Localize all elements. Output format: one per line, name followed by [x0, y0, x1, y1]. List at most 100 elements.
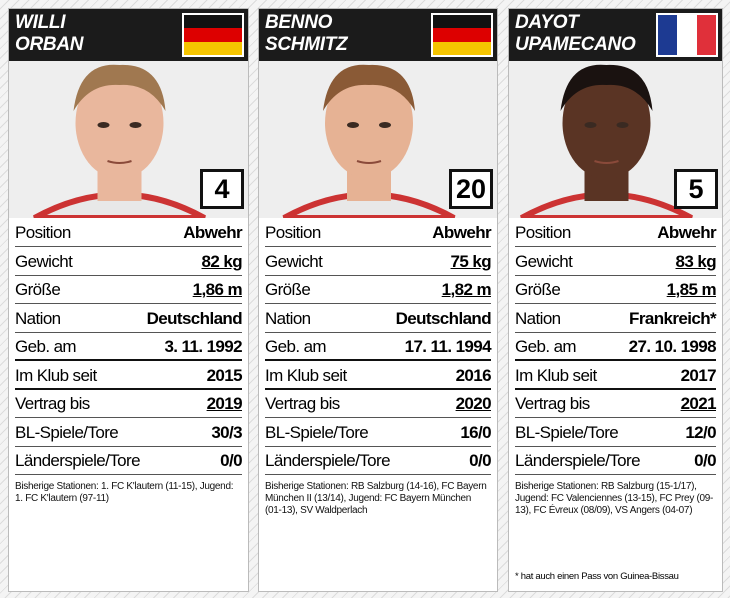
stat-row: Länderspiele/Tore 0/0	[515, 447, 717, 475]
name-line: SCHMITZ	[265, 34, 348, 55]
player-name: BENNO SCHMITZ	[265, 12, 348, 56]
stat-label: BL-Spiele/Tore	[265, 422, 369, 442]
stat-row: BL-Spiele/Tore 12/0	[515, 419, 717, 447]
stat-row: Nation Frankreich*	[515, 305, 717, 333]
flag	[182, 13, 244, 57]
stat-label: Position	[265, 223, 321, 242]
stat-row: Geb. am 17. 11. 1994	[265, 333, 492, 361]
career-stations: Bisherige Stationen: RB Salzburg (14-16)…	[265, 481, 487, 516]
stat-label: Nation	[15, 308, 61, 328]
stat-label: Gewicht	[515, 251, 573, 271]
stat-value: 30/3	[211, 422, 242, 442]
stat-row: Größe 1,85 m	[515, 276, 717, 304]
stat-value: 3. 11. 1992	[164, 337, 242, 356]
stat-label: Größe	[265, 280, 311, 299]
face	[75, 67, 164, 179]
stat-label: Geb. am	[515, 337, 577, 356]
mouth	[356, 160, 382, 164]
stat-row: Länderspiele/Tore 0/0	[15, 447, 243, 475]
stat-label: Nation	[265, 308, 311, 328]
flag-stripe	[184, 28, 242, 42]
stat-value: Abwehr	[183, 223, 242, 242]
career-stations: Bisherige Stationen: 1. FC K'lautern (11…	[15, 481, 234, 504]
name-line: BENNO	[265, 12, 333, 33]
flag	[656, 13, 718, 57]
stat-row: Im Klub seit 2015	[15, 362, 243, 390]
flag-stripe	[658, 15, 716, 55]
stat-value: 27. 10. 1998	[628, 337, 717, 356]
stat-value: Frankreich*	[629, 308, 717, 328]
photo-art	[520, 64, 693, 218]
stat-value: 16/0	[460, 422, 491, 442]
stat-value: Deutschland	[146, 308, 243, 328]
stat-value: Deutschland	[395, 308, 492, 328]
stat-row: Gewicht 83 kg	[515, 248, 717, 276]
stat-label: Vertrag bis	[15, 394, 90, 413]
stat-label: Im Klub seit	[265, 365, 347, 385]
stat-row: Geb. am 27. 10. 1998	[515, 333, 717, 361]
stat-row: Im Klub seit 2017	[515, 362, 717, 390]
stat-label: Position	[515, 223, 571, 242]
flag-stripe	[658, 15, 678, 55]
flag-stripe	[677, 15, 697, 55]
stat-row: BL-Spiele/Tore 16/0	[265, 419, 492, 447]
stat-value: 1,82 m	[441, 280, 492, 299]
stat-row: Größe 1,82 m	[265, 276, 492, 304]
eye	[379, 122, 391, 128]
jersey-number: 20	[449, 169, 493, 209]
stat-label: Gewicht	[265, 251, 323, 271]
stat-row: Gewicht 82 kg	[15, 248, 243, 276]
card-header: DAYOT UPAMECANO	[509, 9, 722, 61]
stat-label: Position	[15, 223, 71, 242]
name-line: DAYOT	[515, 12, 579, 33]
stat-value: 75 kg	[450, 251, 492, 271]
flag-stripe	[433, 15, 491, 29]
stat-value: 1,86 m	[192, 280, 243, 299]
stat-row: Im Klub seit 2016	[265, 362, 492, 390]
stat-row: Größe 1,86 m	[15, 276, 243, 304]
stat-row: Position Abwehr	[265, 219, 492, 247]
stat-label: Geb. am	[15, 337, 77, 356]
stat-row: Geb. am 3. 11. 1992	[15, 333, 243, 361]
mouth	[107, 160, 132, 164]
name-line: ORBAN	[15, 34, 84, 55]
stat-row: Nation Deutschland	[15, 305, 243, 333]
name-line: WILLI	[15, 12, 66, 33]
player-card: DAYOT UPAMECANO 5 Position Abwehr Gewicht 83 …	[508, 8, 723, 592]
stat-value: 0/0	[220, 451, 242, 470]
stat-label: Geb. am	[265, 337, 327, 356]
flag-stripe	[433, 28, 491, 42]
stat-value: Abwehr	[657, 223, 716, 242]
stat-label: Vertrag bis	[515, 394, 590, 413]
face	[325, 67, 413, 179]
stat-value: 0/0	[694, 451, 716, 470]
stat-value: Abwehr	[432, 223, 491, 242]
stat-row: Vertrag bis 2021	[515, 390, 717, 418]
mouth	[594, 160, 619, 164]
footnote: * hat auch einen Pass von Guinea-Bissau	[515, 571, 679, 582]
player-name: DAYOT UPAMECANO	[515, 12, 636, 56]
stat-label: Größe	[15, 280, 61, 299]
player-card: BENNO SCHMITZ 20 Position Abwehr Gewicht 75 k…	[258, 8, 498, 592]
stat-row: Position Abwehr	[515, 219, 717, 247]
stat-label: Vertrag bis	[265, 394, 340, 413]
jersey-number: 4	[200, 169, 244, 209]
stat-row: Vertrag bis 2020	[265, 390, 492, 418]
stat-value: 2019	[206, 394, 243, 413]
flag-stripe	[184, 41, 242, 55]
eye	[129, 122, 142, 128]
player-name: WILLI ORBAN	[15, 12, 83, 56]
player-photo	[9, 61, 248, 218]
stat-value: 2017	[680, 365, 717, 385]
stat-value: 0/0	[469, 451, 491, 470]
name-line: UPAMECANO	[515, 34, 636, 55]
stat-value: 2020	[455, 394, 492, 413]
stat-value: 1,85 m	[666, 280, 717, 299]
stat-row: Länderspiele/Tore 0/0	[265, 447, 492, 475]
flag-stripe	[184, 15, 242, 29]
flag-stripe	[696, 15, 716, 55]
eye	[584, 122, 597, 128]
stat-row: Gewicht 75 kg	[265, 248, 492, 276]
face	[562, 67, 651, 179]
